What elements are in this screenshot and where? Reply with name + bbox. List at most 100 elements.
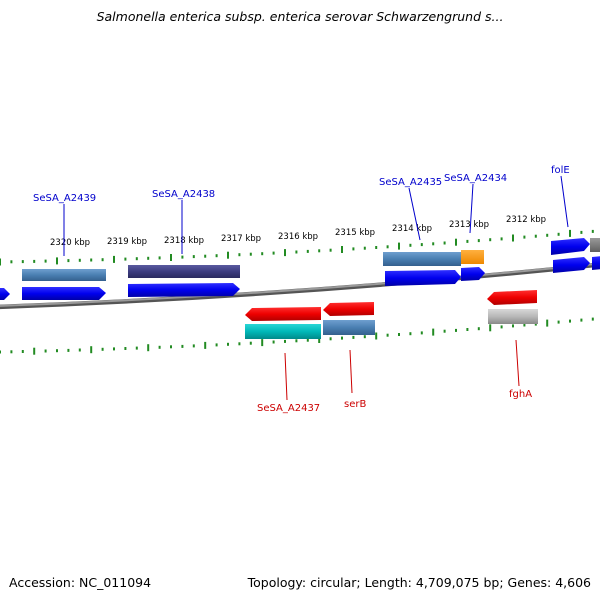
major-tick [33, 347, 36, 355]
minor-tick [192, 255, 195, 259]
minor-tick [500, 325, 503, 329]
feature-bar[interactable] [22, 269, 106, 281]
minor-tick [284, 339, 286, 343]
upper-tick-scale [0, 229, 594, 266]
major-tick [113, 255, 115, 263]
minor-tick [512, 324, 514, 328]
gene-arrow-reverse[interactable] [487, 290, 537, 305]
minor-tick [227, 342, 229, 346]
gene-label-fole[interactable]: folE [551, 165, 570, 176]
gene-arrow-forward[interactable] [461, 267, 485, 281]
minor-tick [591, 317, 594, 321]
gene-arrow-forward[interactable] [22, 287, 106, 300]
minor-tick [386, 245, 389, 249]
minor-tick [67, 259, 70, 263]
minor-tick [546, 233, 549, 237]
feature-bar[interactable] [383, 252, 461, 266]
gene-arrow-forward[interactable] [385, 270, 461, 286]
kbp-label: 2314 kbp [392, 224, 432, 234]
minor-tick [432, 242, 435, 246]
minor-tick [238, 342, 241, 346]
major-tick [204, 341, 207, 349]
minor-tick [158, 345, 161, 349]
major-tick [147, 344, 150, 352]
minor-tick [44, 349, 47, 353]
forward-gene-labels: SeSA_A2439 SeSA_A2438 SeSA_A2435 SeSA_A2… [33, 165, 570, 256]
minor-tick [295, 339, 298, 343]
minor-tick [10, 260, 13, 264]
gene-label-serb[interactable]: serB [344, 399, 366, 410]
topology-info: Topology: circular; Length: 4,709,075 bp… [247, 575, 591, 590]
gene-arrow-forward[interactable] [592, 256, 600, 270]
minor-tick [591, 229, 594, 233]
minor-tick [215, 343, 218, 347]
minor-tick [466, 239, 469, 243]
minor-tick [306, 249, 309, 253]
gene-arrow-forward[interactable] [0, 288, 10, 300]
minor-tick [580, 318, 583, 322]
major-tick [455, 238, 457, 246]
accession-info: Accession: NC_011094 [9, 575, 152, 590]
minor-tick [147, 256, 150, 260]
minor-tick [443, 329, 446, 333]
kbp-label: 2312 kbp [506, 215, 546, 225]
reverse-gene-labels: SeSA_A2437 serB fghA [257, 339, 532, 414]
feature-bar[interactable] [128, 265, 240, 278]
minor-tick [420, 243, 423, 247]
minor-tick [477, 327, 480, 331]
minor-tick [204, 254, 207, 258]
major-tick [341, 246, 343, 253]
kbp-label: 2316 kbp [278, 232, 318, 242]
gene-arrow-reverse[interactable] [323, 302, 374, 316]
minor-tick [181, 344, 184, 348]
minor-tick [523, 323, 526, 327]
minor-tick [477, 239, 480, 243]
minor-tick [135, 257, 138, 261]
minor-tick [318, 249, 321, 253]
kbp-label: 2319 kbp [107, 237, 147, 247]
minor-tick [352, 335, 355, 339]
gene-arrow-reverse[interactable] [245, 307, 321, 321]
kbp-label: 2318 kbp [164, 236, 204, 246]
major-tick [170, 254, 172, 261]
feature-bar[interactable] [590, 238, 600, 252]
gene-label-sesa-a2437[interactable]: SeSA_A2437 [257, 403, 320, 414]
minor-tick [272, 340, 275, 344]
minor-tick [534, 322, 537, 326]
minor-tick [500, 237, 503, 241]
gene-label-sesa-a2434[interactable]: SeSA_A2434 [444, 173, 507, 184]
gene-label-fgha[interactable]: fghA [509, 389, 532, 400]
minor-tick [363, 335, 366, 339]
minor-tick [420, 331, 423, 335]
feature-bar[interactable] [461, 250, 484, 264]
minor-tick [44, 259, 47, 263]
gene-arrow-forward[interactable] [551, 238, 590, 255]
minor-tick [398, 333, 400, 336]
kbp-label: 2317 kbp [221, 234, 261, 244]
gene-label-sesa-a2435[interactable]: SeSA_A2435 [379, 177, 442, 188]
minor-tick [580, 230, 583, 234]
feature-bar[interactable] [488, 309, 538, 324]
major-tick [318, 336, 321, 343]
minor-tick [386, 333, 389, 337]
minor-tick [363, 246, 366, 250]
major-tick [546, 319, 549, 327]
minor-tick [238, 253, 241, 257]
gene-arrow-forward[interactable] [553, 257, 590, 273]
minor-tick [329, 337, 332, 341]
minor-tick [21, 350, 24, 353]
gene-label-sesa-a2439[interactable]: SeSA_A2439 [33, 193, 96, 204]
lower-tick-scale [0, 317, 594, 355]
minor-tick [124, 347, 127, 350]
minor-tick [56, 349, 58, 353]
gene-label-sesa-a2438[interactable]: SeSA_A2438 [152, 189, 215, 200]
feature-bar[interactable] [245, 324, 321, 339]
minor-tick [489, 238, 492, 242]
gene-arrow-forward[interactable] [128, 283, 240, 297]
reverse-gene-tracks [245, 290, 538, 339]
minor-tick [0, 350, 1, 354]
minor-tick [306, 338, 309, 342]
kbp-label: 2315 kbp [335, 228, 375, 238]
feature-bar[interactable] [323, 320, 375, 335]
